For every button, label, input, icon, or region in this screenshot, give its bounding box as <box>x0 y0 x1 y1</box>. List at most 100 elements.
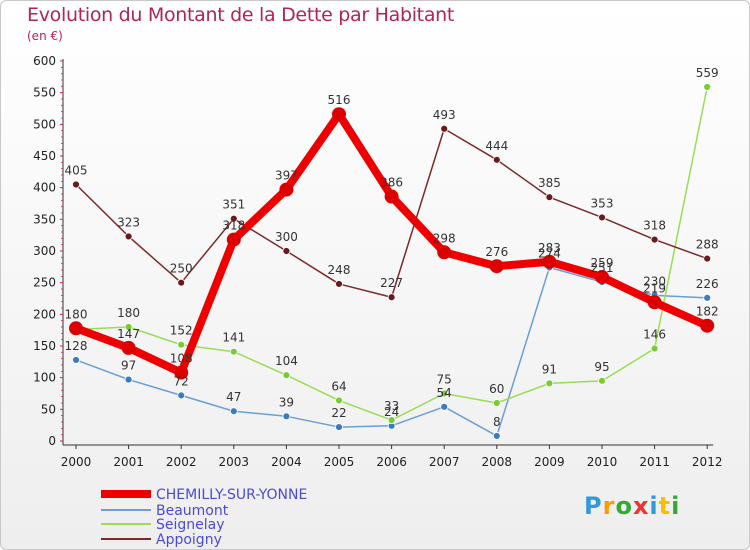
data-label: 8 <box>493 415 501 429</box>
data-point <box>121 340 136 355</box>
data-label: 250 <box>170 262 193 276</box>
data-label: 146 <box>643 328 666 342</box>
x-tick-label: 2006 <box>376 455 407 469</box>
y-tick-label: 400 <box>33 181 56 195</box>
data-point <box>174 365 189 380</box>
data-label: 47 <box>226 390 241 404</box>
x-tick-label: 2009 <box>534 455 565 469</box>
y-tick-label: 100 <box>33 371 56 385</box>
y-tick-label: 0 <box>48 434 56 448</box>
data-point <box>598 213 606 222</box>
logo-letter: P <box>584 492 603 520</box>
chart-title: Evolution du Montant de la Dette par Hab… <box>27 4 455 26</box>
data-point <box>335 423 343 431</box>
y-tick-label: 450 <box>33 149 56 163</box>
data-label: 516 <box>328 93 351 107</box>
logo-letter: x <box>632 492 650 520</box>
data-label: 152 <box>170 324 193 338</box>
data-label: 318 <box>643 219 666 233</box>
data-label: 141 <box>222 331 245 345</box>
data-label: 323 <box>117 215 140 229</box>
data-point <box>124 232 133 241</box>
data-label: 251 <box>591 261 614 275</box>
x-tick-label: 2001 <box>113 455 144 469</box>
series-lines <box>69 83 715 440</box>
data-point <box>332 107 346 122</box>
data-label: 147 <box>117 327 140 341</box>
data-label: 95 <box>594 360 609 374</box>
legend-label: CHEMILLY-SUR-YONNE <box>156 487 307 503</box>
legend: CHEMILLY-SUR-YONNEBeaumontSeignelayAppoi… <box>101 487 307 548</box>
x-tick-label: 2007 <box>429 455 460 469</box>
logo-letter: i <box>671 492 681 520</box>
data-label: 559 <box>696 66 719 80</box>
data-labels: 4053232503513002482274934443853533182881… <box>65 66 719 429</box>
data-point <box>335 280 343 288</box>
data-point <box>177 278 186 287</box>
chart-subtitle: (en €) <box>27 29 63 43</box>
axes: 0 50 100 150 200 250 300 350 400 450 500 550 600 2000… <box>33 54 722 469</box>
data-point <box>545 379 554 388</box>
data-point <box>72 180 80 189</box>
x-tick-label: 2011 <box>639 455 670 469</box>
data-point <box>595 269 609 284</box>
legend-label: Seignelay <box>156 517 225 533</box>
y-tick-label: 50 <box>41 402 56 416</box>
data-label: 444 <box>485 139 508 153</box>
logo-letter: r <box>602 492 616 520</box>
data-label: 274 <box>538 246 561 260</box>
data-point <box>282 247 291 255</box>
data-label: 248 <box>328 263 351 277</box>
data-point <box>650 344 659 353</box>
data-label: 104 <box>275 354 298 368</box>
data-label: 22 <box>331 406 346 420</box>
logo-letter: t <box>658 492 672 520</box>
data-point <box>489 259 504 274</box>
data-point <box>492 432 501 440</box>
data-point <box>279 182 294 197</box>
data-label: 298 <box>433 231 456 245</box>
data-point <box>703 293 712 302</box>
data-label: 97 <box>121 359 136 373</box>
data-label: 180 <box>65 307 88 321</box>
data-label: 283 <box>538 241 561 255</box>
data-label: 300 <box>275 230 298 244</box>
y-tick-label: 250 <box>33 276 56 290</box>
data-point <box>384 189 399 204</box>
data-point <box>598 376 606 385</box>
x-tick-label: 2010 <box>587 455 618 469</box>
data-point <box>492 155 501 164</box>
logo-letter: i <box>649 492 659 520</box>
data-point <box>282 371 291 380</box>
data-label: 180 <box>117 306 140 320</box>
data-point <box>229 407 238 416</box>
y-tick-label: 550 <box>33 86 56 100</box>
data-point <box>229 214 238 223</box>
data-point <box>124 375 133 384</box>
x-tick-label: 2005 <box>324 455 355 469</box>
data-point <box>226 232 241 247</box>
data-point <box>703 83 712 91</box>
data-label: 353 <box>591 196 614 210</box>
legend-label: Beaumont <box>156 503 229 519</box>
data-label: 75 <box>437 373 452 387</box>
x-tick-label: 2008 <box>482 455 513 469</box>
data-point <box>72 356 80 364</box>
data-point <box>650 235 659 244</box>
y-tick-label: 350 <box>33 212 56 226</box>
data-label: 39 <box>279 395 294 409</box>
data-point <box>177 340 186 349</box>
data-label: 405 <box>65 164 88 178</box>
data-label: 259 <box>591 256 614 270</box>
x-tick-label: 2003 <box>219 455 250 469</box>
data-point <box>282 412 291 421</box>
data-point <box>387 416 396 425</box>
data-label: 397 <box>275 169 298 183</box>
legend-label: Appoigny <box>156 532 222 548</box>
data-label: 385 <box>538 176 561 190</box>
y-tick-label: 500 <box>33 117 56 131</box>
data-label: 230 <box>643 274 666 288</box>
data-point <box>440 389 449 398</box>
